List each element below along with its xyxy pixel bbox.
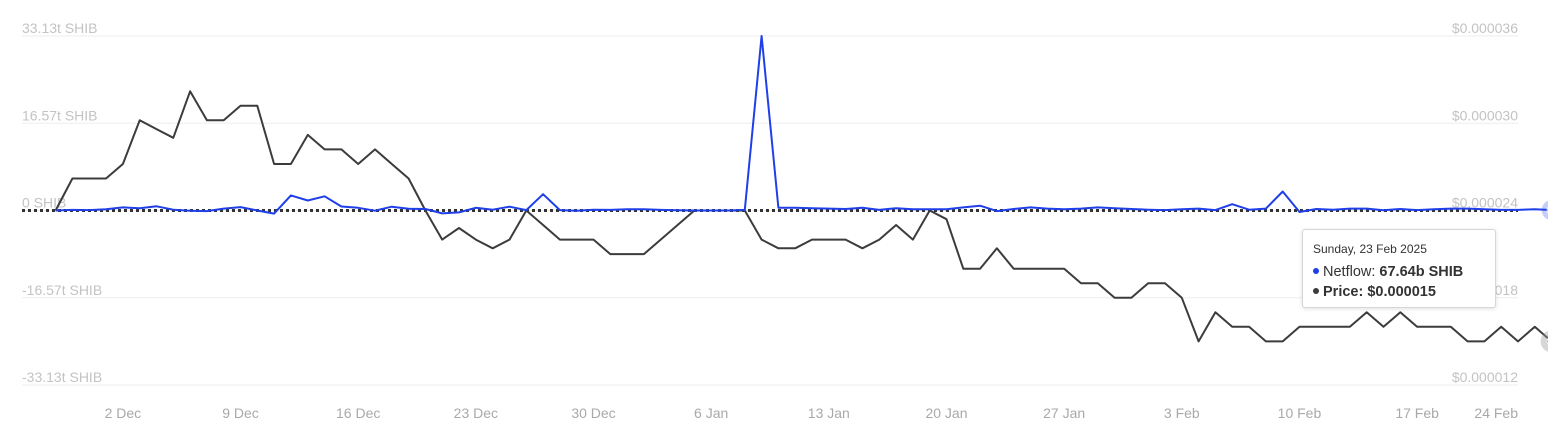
right-tick-label: $0.000030: [1452, 107, 1518, 123]
left-axis-ticks: 33.13t SHIB 16.57t SHIB 0 SHIB -16.57t SHIB…: [22, 20, 102, 385]
x-tick-label: 6 Jan: [694, 405, 728, 421]
tooltip-netflow-label: Netflow:: [1323, 264, 1380, 280]
x-tick-label: 20 Jan: [925, 405, 967, 421]
right-tick-label: $0.000036: [1452, 20, 1518, 36]
price-legend-dot: [1313, 288, 1319, 295]
tooltip-price-value: $0.000015: [1367, 284, 1436, 300]
price-marker-halo: [1540, 330, 1548, 352]
x-tick-label: 10 Feb: [1278, 405, 1322, 421]
x-tick-label: 30 Dec: [571, 405, 615, 421]
tooltip-price-row: Price: $0.000015: [1313, 282, 1485, 302]
tooltip-netflow-value: 67.64b SHIB: [1379, 264, 1464, 280]
x-tick-label: 23 Dec: [454, 405, 498, 421]
tooltip-netflow-row: Netflow: 67.64b SHIB: [1313, 262, 1485, 282]
x-tick-label: 27 Jan: [1043, 405, 1085, 421]
left-tick-label: -16.57t SHIB: [22, 282, 102, 298]
netflow-marker-halo: [1541, 200, 1548, 220]
x-axis-ticks: 2 Dec 9 Dec 16 Dec 23 Dec 30 Dec 6 Jan 13 Jan 2…: [105, 405, 1519, 421]
hover-markers: [1540, 200, 1548, 352]
grid-lines: [22, 35, 1518, 386]
left-tick-label: 33.13t SHIB: [22, 20, 98, 36]
x-tick-label: 3 Feb: [1164, 405, 1200, 421]
tooltip-price-label: Price:: [1323, 284, 1368, 300]
x-tick-label: 16 Dec: [336, 405, 380, 421]
right-axis-ticks: $0.000036$0.000030$0.000024$0.000018$0.0…: [1452, 20, 1518, 385]
right-tick-label: $0.000024: [1452, 195, 1518, 211]
left-tick-label: 16.57t SHIB: [22, 107, 98, 123]
price-series-line[interactable]: [54, 90, 1548, 343]
left-tick-label: 0 SHIB: [22, 195, 66, 211]
x-tick-label: 24 Feb: [1474, 405, 1518, 421]
x-tick-label: 2 Dec: [105, 405, 142, 421]
chart-tooltip: Sunday, 23 Feb 2025 Netflow: 67.64b SHIB…: [1302, 229, 1496, 308]
x-tick-label: 9 Dec: [222, 405, 259, 421]
netflow-series-line[interactable]: [55, 35, 1548, 215]
left-tick-label: -33.13t SHIB: [22, 369, 102, 385]
netflow-legend-dot: [1313, 268, 1319, 275]
x-tick-label: 17 Feb: [1395, 405, 1439, 421]
right-tick-label: $0.000012: [1452, 369, 1518, 385]
x-tick-label: 13 Jan: [808, 405, 850, 421]
tooltip-date: Sunday, 23 Feb 2025: [1313, 242, 1427, 256]
